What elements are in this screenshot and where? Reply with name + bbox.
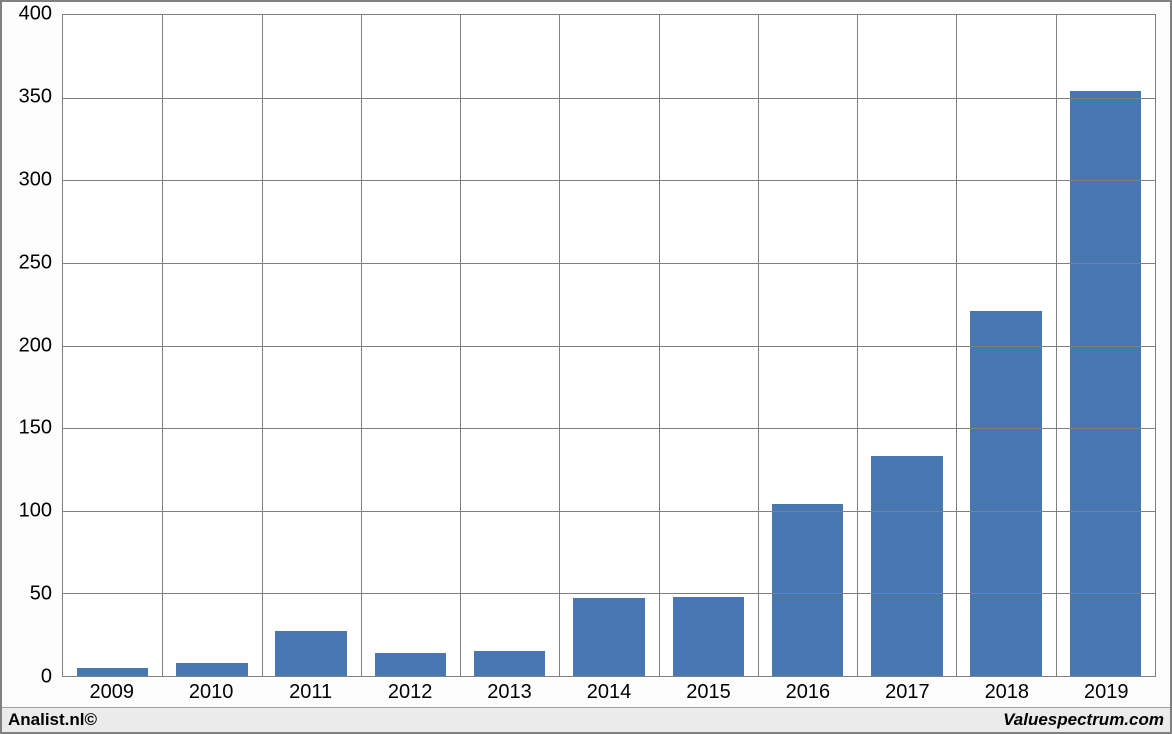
chart-inner: 050100150200250300350400 200920102011201…: [12, 8, 1160, 707]
gridline-vertical: [460, 15, 461, 676]
y-tick-label: 200: [19, 334, 52, 357]
gridline-vertical: [758, 15, 759, 676]
gridline-horizontal: [63, 180, 1155, 181]
footer-bar: Analist.nl© Valuespectrum.com: [2, 707, 1170, 732]
gridline-vertical: [262, 15, 263, 676]
footer-left: Analist.nl©: [8, 710, 97, 730]
bar: [871, 456, 942, 676]
bar: [176, 663, 247, 676]
gridline-vertical: [1056, 15, 1057, 676]
bar: [375, 653, 446, 676]
x-tick-label: 2019: [1084, 681, 1129, 704]
x-tick-label: 2015: [686, 681, 731, 704]
gridline-vertical: [857, 15, 858, 676]
gridline-vertical: [559, 15, 560, 676]
x-tick-label: 2017: [885, 681, 930, 704]
y-tick-label: 150: [19, 417, 52, 440]
chart-container: 0 50 100 150 200 250 300 350 400 2009 2010 2011 201…: [0, 0, 1172, 734]
gridline-horizontal: [63, 98, 1155, 99]
x-axis-labels: 2009 2010 2011 2012 2013 2014 2015 2016 2017 2018…: [62, 679, 1156, 707]
x-tick-label: 2011: [289, 681, 332, 704]
y-axis-labels: 050100150200250300350400: [12, 14, 58, 677]
y-tick-label: 300: [19, 168, 52, 191]
x-tick-label: 2018: [985, 681, 1030, 704]
gridline-vertical: [162, 15, 163, 676]
chart-wrap: 0 50 100 150 200 250 300 350 400 2009 2010 2011 201…: [2, 2, 1170, 707]
x-tick-label: 2009: [89, 681, 134, 704]
gridline-vertical: [956, 15, 957, 676]
bar: [77, 668, 148, 676]
bar: [275, 631, 346, 676]
bar: [1070, 91, 1141, 676]
x-tick-label: 2012: [388, 681, 433, 704]
y-tick-label: 50: [30, 583, 52, 606]
plot-area: [62, 14, 1156, 677]
gridline-horizontal: [63, 428, 1155, 429]
bar: [673, 597, 744, 676]
gridline-horizontal: [63, 593, 1155, 594]
gridline-vertical: [361, 15, 362, 676]
x-tick-label: 2016: [786, 681, 831, 704]
x-tick-label: 2010: [189, 681, 234, 704]
x-tick-label: 2013: [487, 681, 532, 704]
footer-right: Valuespectrum.com: [1003, 710, 1164, 730]
y-tick-label: 250: [19, 251, 52, 274]
x-tick-label: 2014: [587, 681, 632, 704]
y-tick-label: 100: [19, 500, 52, 523]
y-tick-label: 0: [41, 666, 52, 689]
y-tick-label: 350: [19, 85, 52, 108]
bar: [970, 311, 1041, 676]
bar: [573, 598, 644, 676]
bar: [474, 651, 545, 676]
gridline-vertical: [659, 15, 660, 676]
gridline-horizontal: [63, 263, 1155, 264]
gridline-horizontal: [63, 346, 1155, 347]
y-tick-label: 400: [19, 3, 52, 26]
gridline-horizontal: [63, 511, 1155, 512]
bar: [772, 504, 843, 676]
